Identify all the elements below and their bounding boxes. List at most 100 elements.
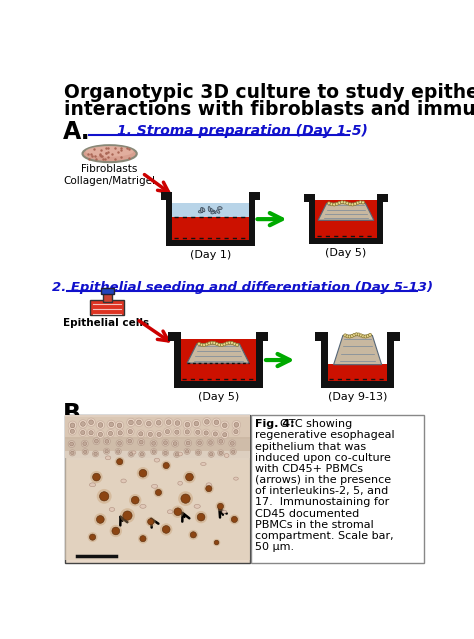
Ellipse shape	[202, 208, 205, 212]
Circle shape	[173, 419, 182, 427]
Circle shape	[112, 527, 120, 535]
Circle shape	[120, 508, 135, 523]
Circle shape	[196, 430, 200, 435]
Circle shape	[89, 431, 93, 435]
Circle shape	[348, 335, 351, 338]
Circle shape	[350, 334, 354, 337]
Circle shape	[70, 429, 74, 433]
Ellipse shape	[234, 477, 238, 480]
Text: A.: A.	[63, 119, 91, 144]
Ellipse shape	[211, 212, 215, 214]
Circle shape	[173, 428, 181, 436]
Text: Epithelial cells: Epithelial cells	[63, 318, 149, 328]
Circle shape	[206, 486, 212, 491]
Ellipse shape	[105, 456, 111, 459]
Circle shape	[83, 442, 87, 445]
Circle shape	[79, 429, 87, 436]
Circle shape	[116, 440, 123, 447]
Circle shape	[70, 423, 75, 427]
Circle shape	[230, 341, 234, 344]
Ellipse shape	[213, 210, 216, 213]
Circle shape	[94, 513, 107, 526]
Text: Fig. 4:: Fig. 4:	[255, 419, 298, 429]
Bar	[328, 364, 387, 381]
Circle shape	[362, 335, 365, 338]
Circle shape	[137, 420, 141, 425]
Bar	[65, 451, 250, 460]
Polygon shape	[187, 344, 249, 363]
Circle shape	[362, 201, 365, 204]
Circle shape	[223, 343, 226, 346]
Ellipse shape	[82, 145, 137, 162]
Ellipse shape	[208, 206, 210, 212]
Circle shape	[105, 449, 108, 453]
Text: 17.  Immunostaining for: 17. Immunostaining for	[255, 498, 389, 507]
Circle shape	[71, 451, 74, 454]
Circle shape	[173, 442, 177, 445]
Circle shape	[195, 511, 207, 523]
Circle shape	[145, 419, 153, 428]
Circle shape	[146, 431, 154, 438]
Circle shape	[346, 202, 349, 205]
Circle shape	[151, 449, 157, 455]
Circle shape	[208, 451, 214, 458]
Circle shape	[90, 534, 96, 540]
Circle shape	[223, 433, 227, 437]
Circle shape	[129, 494, 141, 506]
Text: compartment. Scale bar,: compartment. Scale bar,	[255, 531, 393, 541]
Circle shape	[150, 440, 157, 447]
Bar	[315, 332, 327, 341]
Circle shape	[194, 421, 199, 426]
Circle shape	[148, 432, 153, 436]
Circle shape	[183, 420, 191, 429]
Circle shape	[200, 343, 203, 346]
Text: (Day 5): (Day 5)	[198, 392, 239, 401]
Bar	[172, 217, 249, 240]
Circle shape	[100, 491, 109, 501]
Ellipse shape	[178, 481, 182, 485]
Text: 2. Epithelial seeding and differentiation (Day 5-13): 2. Epithelial seeding and differentiatio…	[53, 281, 433, 294]
Circle shape	[340, 201, 344, 204]
Polygon shape	[90, 300, 124, 316]
Circle shape	[236, 343, 239, 346]
Circle shape	[195, 449, 201, 456]
Circle shape	[69, 450, 75, 456]
Circle shape	[96, 516, 104, 523]
Circle shape	[154, 488, 164, 497]
Circle shape	[230, 442, 234, 445]
Circle shape	[140, 452, 144, 456]
Ellipse shape	[178, 452, 182, 456]
Circle shape	[128, 451, 134, 457]
Circle shape	[109, 431, 113, 436]
Text: 50 μm.: 50 μm.	[255, 542, 294, 552]
Circle shape	[103, 448, 109, 454]
Circle shape	[139, 432, 143, 436]
Circle shape	[156, 420, 161, 425]
Circle shape	[152, 442, 155, 445]
Circle shape	[117, 450, 120, 453]
Circle shape	[213, 432, 218, 436]
Circle shape	[184, 448, 190, 454]
Circle shape	[197, 451, 200, 454]
Circle shape	[356, 201, 359, 204]
Text: interactions with fibroblasts and immune cells: interactions with fibroblasts and immune…	[64, 100, 474, 119]
Bar	[65, 417, 250, 438]
Circle shape	[139, 451, 145, 458]
Circle shape	[162, 526, 170, 534]
Circle shape	[164, 451, 167, 455]
Circle shape	[70, 442, 73, 446]
Circle shape	[359, 334, 363, 337]
Bar	[166, 240, 255, 246]
Text: induced upon co-culture: induced upon co-culture	[255, 453, 391, 463]
Circle shape	[202, 429, 210, 437]
Ellipse shape	[90, 483, 96, 487]
Text: B.: B.	[63, 402, 90, 426]
Circle shape	[128, 429, 132, 434]
Ellipse shape	[131, 451, 136, 454]
Ellipse shape	[152, 484, 158, 488]
Text: PBMCs in the stromal: PBMCs in the stromal	[255, 520, 374, 530]
Circle shape	[172, 440, 179, 447]
Bar	[168, 332, 179, 341]
Circle shape	[137, 430, 145, 438]
Circle shape	[175, 420, 180, 426]
